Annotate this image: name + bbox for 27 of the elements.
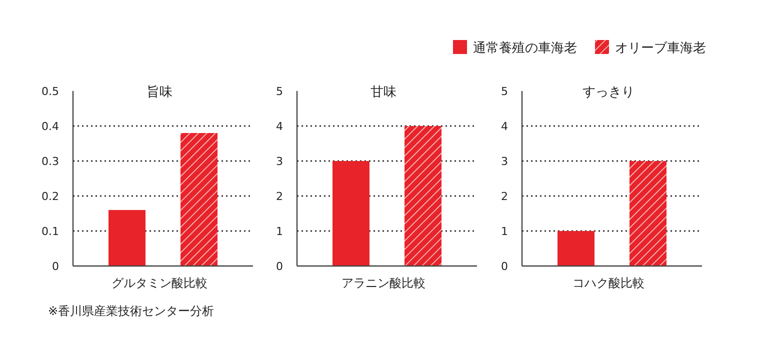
y-tick-label: 0 (276, 260, 283, 273)
x-axis-title: コハク酸比較 (572, 276, 644, 290)
y-tick-label: 3 (276, 155, 283, 168)
legend-label: オリーブ車海老 (615, 41, 706, 56)
text: ※香川県産業技術センター分析 (48, 304, 214, 318)
y-tick-label: 4 (276, 120, 283, 133)
chart-title: 旨味 (146, 85, 172, 100)
y-tick-label: 0 (52, 260, 59, 273)
y-tick-label: 1 (276, 225, 283, 238)
x-axis-title: アラニン酸比較 (341, 276, 426, 290)
y-tick-label: 0.2 (42, 190, 59, 203)
chart-title: すっきり (582, 85, 634, 100)
y-tick-label: 0.4 (42, 120, 59, 133)
chart-title: 甘味 (370, 85, 396, 100)
legend-label: 通常養殖の車海老 (473, 41, 577, 56)
y-tick-label: 3 (501, 155, 508, 168)
y-tick-label: 4 (501, 120, 508, 133)
y-tick-label: 0 (501, 260, 508, 273)
y-tick-label: 5 (276, 85, 283, 98)
y-tick-label: 2 (501, 190, 508, 203)
y-tick-label: 2 (276, 190, 283, 203)
y-tick-label: 0.1 (42, 225, 59, 238)
x-axis-title: グルタミン酸比較 (111, 276, 208, 290)
y-tick-label: 0.3 (42, 155, 59, 168)
y-tick-label: 0.5 (42, 85, 59, 98)
y-tick-label: 5 (501, 85, 508, 98)
y-tick-label: 1 (501, 225, 508, 238)
